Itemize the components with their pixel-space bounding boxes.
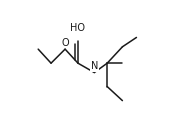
Text: HO: HO — [70, 23, 85, 33]
Text: N: N — [91, 61, 98, 71]
Text: O: O — [61, 38, 69, 48]
